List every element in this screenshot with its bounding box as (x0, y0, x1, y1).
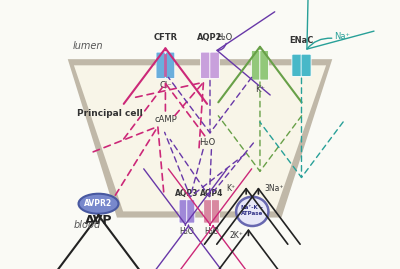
Text: AQP2: AQP2 (197, 33, 223, 42)
FancyBboxPatch shape (156, 52, 166, 79)
Text: blood: blood (73, 220, 100, 230)
Text: H₂O: H₂O (200, 138, 216, 147)
FancyBboxPatch shape (201, 52, 210, 79)
Text: lumen: lumen (73, 41, 104, 51)
Text: AVP: AVP (85, 214, 112, 227)
Text: CFTR: CFTR (153, 33, 178, 42)
Text: AQP4: AQP4 (200, 189, 223, 197)
Text: H₂O: H₂O (204, 227, 219, 236)
Text: Principal cell: Principal cell (77, 109, 143, 118)
Text: ENaC: ENaC (289, 36, 314, 45)
Ellipse shape (236, 197, 268, 226)
Text: H₂O: H₂O (180, 227, 194, 236)
Text: 3Na⁺: 3Na⁺ (264, 184, 284, 193)
FancyBboxPatch shape (165, 52, 175, 79)
Text: Na⁺-K⁺-
ATPase: Na⁺-K⁺- ATPase (241, 205, 264, 217)
FancyBboxPatch shape (187, 200, 195, 223)
FancyBboxPatch shape (179, 200, 187, 223)
Polygon shape (74, 65, 326, 211)
Text: H₂O: H₂O (216, 33, 232, 42)
FancyBboxPatch shape (251, 51, 260, 80)
Text: Na⁺: Na⁺ (334, 32, 350, 41)
Text: 2K⁺: 2K⁺ (230, 231, 244, 240)
FancyBboxPatch shape (210, 52, 219, 79)
FancyBboxPatch shape (292, 54, 302, 76)
Polygon shape (68, 59, 332, 218)
Text: Cl⁻: Cl⁻ (159, 81, 172, 90)
Text: K⁺: K⁺ (255, 85, 265, 94)
Text: cAMP: cAMP (154, 115, 177, 124)
FancyBboxPatch shape (204, 200, 212, 223)
Text: AVPR2: AVPR2 (84, 199, 112, 208)
Text: AQP3: AQP3 (175, 189, 199, 197)
FancyBboxPatch shape (211, 200, 219, 223)
Text: K⁺: K⁺ (226, 184, 235, 193)
FancyBboxPatch shape (301, 54, 311, 76)
FancyBboxPatch shape (260, 51, 268, 80)
Ellipse shape (78, 194, 118, 214)
